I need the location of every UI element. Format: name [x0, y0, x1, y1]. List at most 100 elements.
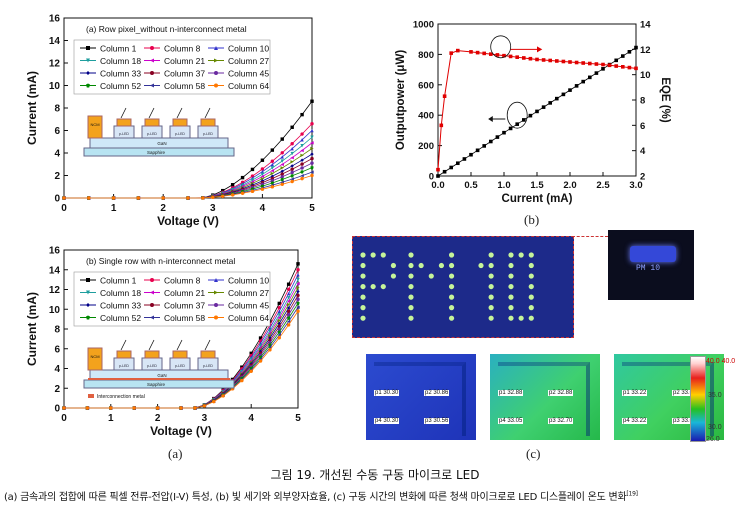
- data-point: [260, 158, 265, 162]
- power-series-marker-ring: [506, 101, 528, 129]
- legend-marker: [86, 58, 90, 63]
- led-dot: [528, 315, 534, 321]
- legend-marker: [150, 71, 154, 75]
- legend-label: Column 52: [100, 313, 141, 323]
- series-8: [62, 161, 314, 200]
- data-point: [290, 167, 294, 171]
- x-tick-label: 5: [295, 413, 301, 424]
- thermal-border: [498, 362, 590, 436]
- data-point: [136, 196, 141, 200]
- led-dot: [360, 283, 366, 290]
- y-tick-label: 200: [418, 141, 434, 152]
- y-tick-label: 0: [54, 194, 60, 205]
- data-point: [179, 406, 183, 410]
- power-arrow-head: [488, 116, 493, 122]
- y2-tick-label: 4: [640, 146, 646, 157]
- data-point: [300, 162, 304, 166]
- data-point: [489, 139, 493, 144]
- substrate-label: Sapphire: [147, 150, 166, 155]
- data-point: [186, 196, 190, 200]
- data-point: [489, 52, 493, 56]
- y-tick-label: 2: [54, 384, 60, 395]
- data-point: [286, 296, 291, 300]
- thermal-point-p2: p2 33.05: [672, 390, 698, 396]
- legend-label: Column 45: [228, 301, 269, 311]
- data-point: [280, 169, 284, 173]
- legend-marker: [214, 58, 218, 63]
- legend-label: Column 21: [164, 288, 205, 298]
- caption-ref: [19]: [626, 490, 638, 498]
- led-dot: [488, 315, 494, 321]
- led-dot: [360, 315, 366, 321]
- data-point: [581, 79, 585, 84]
- data-point: [270, 169, 275, 173]
- pixel-label: p-LED: [203, 364, 213, 368]
- legend-label: Column 8: [164, 276, 201, 286]
- series-line: [64, 175, 313, 199]
- thermal-border: [622, 362, 714, 436]
- data-point: [482, 144, 486, 148]
- data-point: [270, 185, 275, 189]
- led-dot: [448, 252, 455, 258]
- led-dot: [370, 252, 376, 258]
- ncm-pad: [87, 347, 103, 371]
- legend-marker: [214, 278, 218, 282]
- data-point: [258, 347, 263, 352]
- data-point: [249, 369, 253, 374]
- probe-needle: [176, 339, 183, 351]
- data-point: [588, 61, 592, 66]
- led-dot: [488, 305, 494, 311]
- led-dot: [428, 273, 434, 279]
- led-dot: [390, 262, 397, 269]
- pixel-contact: [200, 118, 216, 127]
- data-point: [286, 319, 291, 324]
- data-point: [221, 194, 225, 198]
- legend-marker: [86, 71, 90, 75]
- y2-axis-label: EQE (%): [659, 77, 671, 123]
- data-point: [240, 378, 244, 383]
- data-point: [568, 60, 572, 64]
- data-point: [601, 62, 605, 67]
- data-point: [296, 297, 300, 302]
- led-dot: [508, 283, 514, 290]
- led-dot: [360, 252, 366, 258]
- y-axis-label: Outputpower (μW): [395, 50, 407, 150]
- data-point: [277, 313, 281, 317]
- data-point: [280, 175, 284, 179]
- data-point: [286, 306, 291, 310]
- pixel-contact: [172, 350, 188, 359]
- data-point: [250, 167, 255, 172]
- x-tick-label: 0.0: [431, 180, 444, 191]
- data-point: [621, 54, 625, 58]
- data-point: [310, 122, 314, 126]
- thermal-border: [374, 362, 466, 436]
- data-point: [161, 196, 165, 200]
- data-point: [132, 406, 136, 410]
- pixel-contact: [144, 350, 160, 359]
- pixel-label: p-LED: [175, 364, 185, 368]
- led-dot: [360, 273, 366, 279]
- led-dot: [380, 283, 386, 290]
- data-point: [528, 113, 533, 118]
- x-tick-label: 2.0: [563, 180, 576, 191]
- y2-tick-label: 14: [640, 20, 651, 31]
- data-point: [260, 169, 265, 174]
- data-point: [211, 195, 215, 200]
- data-point: [508, 126, 513, 131]
- y-tick-label: 10: [49, 81, 61, 92]
- legend-marker: [150, 290, 154, 295]
- y-tick-label: 10: [49, 305, 61, 316]
- legend-marker: [150, 83, 154, 88]
- led-dot: [508, 273, 514, 279]
- data-point: [469, 50, 473, 54]
- legend-marker: [214, 303, 218, 307]
- scale-low: 30.0: [708, 424, 722, 431]
- probe-needle: [148, 339, 155, 351]
- led-dot: [488, 262, 494, 269]
- series-line: [64, 158, 313, 199]
- y-tick-label: 16: [49, 14, 61, 25]
- data-point: [634, 45, 638, 50]
- y-tick-label: 800: [418, 50, 434, 61]
- led-dot: [478, 262, 484, 269]
- data-point: [290, 155, 294, 160]
